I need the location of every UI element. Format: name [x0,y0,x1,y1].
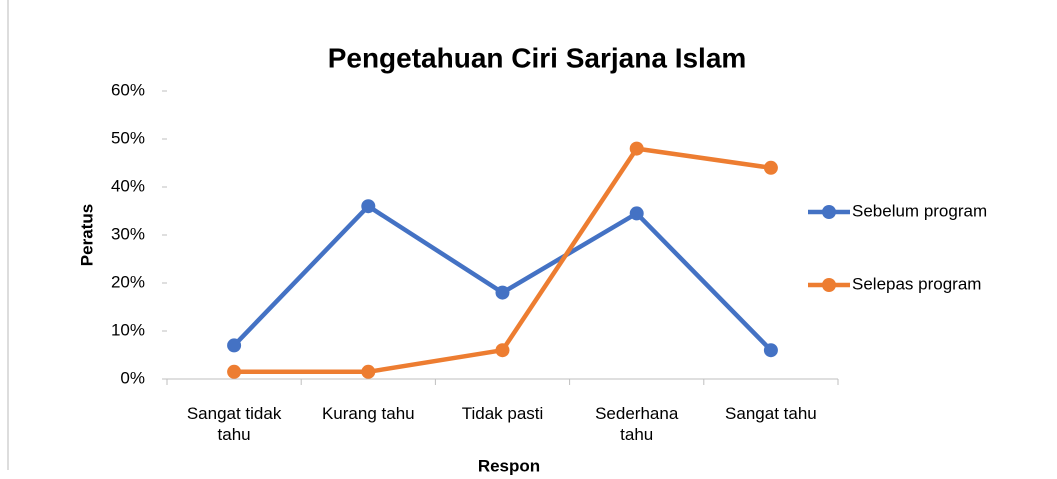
y-tick-label: 40% [111,176,145,195]
x-tick-label: Sangat tahu [725,404,817,423]
legend-marker [822,278,836,292]
y-tick-label: 10% [111,320,145,339]
x-tick-label: Sederhana tahu [595,404,679,444]
data-point [763,343,778,358]
data-point [629,206,644,221]
y-tick-label: 50% [111,128,145,147]
y-tick-label: 30% [111,224,145,243]
y-axis-label: Peratus [77,204,96,266]
data-point [227,364,242,379]
x-axis-label: Respon [478,456,540,475]
y-tick-label: 0% [120,368,145,387]
series-line [232,203,773,352]
data-point [763,160,778,175]
chart-title: Pengetahuan Ciri Sarjana Islam [328,42,747,73]
data-point [361,364,376,379]
x-tick-label: Sangat tidak tahu [186,404,282,444]
legend-label: Selepas program [852,274,981,293]
data-point [629,141,644,156]
legend-label: Sebelum program [852,201,987,220]
legend-marker [822,205,836,219]
data-point [227,338,242,353]
y-tick-label: 60% [111,80,145,99]
x-tick-label: Kurang tahu [321,404,415,423]
y-tick-label: 20% [111,272,145,291]
data-point [361,199,376,214]
data-point [495,285,510,300]
data-point [495,343,510,358]
x-tick-label: Tidak pasti [461,404,544,423]
